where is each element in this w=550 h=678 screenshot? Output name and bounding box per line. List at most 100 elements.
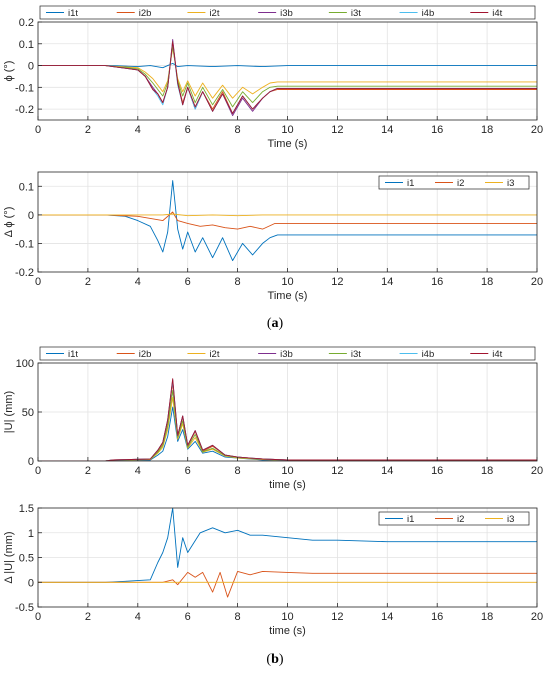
legend-item-i2b: i2b <box>116 8 152 19</box>
legend-item-i3b: i3b <box>258 349 293 360</box>
y-tick-label: 0 <box>28 456 34 468</box>
chart-2: 0 2 4 6 8 10 12 14 16 18 20 -0.2 -0.1 0 0.1 Time (s) Δ ϕ… <box>3 171 543 302</box>
series-line-i2t <box>38 47 537 99</box>
x-tick-label: 16 <box>431 611 443 623</box>
legend-label: i3 <box>507 514 514 525</box>
legend-item-i3t: i3t <box>328 349 361 360</box>
y-tick-label: 0 <box>28 61 34 73</box>
x-tick-label: 18 <box>481 611 493 623</box>
legend-label: i2 <box>457 178 464 189</box>
series-line-i3 <box>38 213 537 217</box>
legend-item-i1: i1 <box>385 514 414 525</box>
legend-label: i2b <box>139 8 152 19</box>
legend-label: i4b <box>422 349 435 360</box>
series-line-i4t <box>38 41 537 114</box>
x-tick-label: 10 <box>281 465 293 477</box>
x-tick-label: 4 <box>135 276 141 288</box>
x-tick-label: 10 <box>281 276 293 288</box>
legend-label: i1 <box>407 514 414 525</box>
x-tick-label: 10 <box>281 124 293 136</box>
y-tick-label: 0 <box>28 210 34 222</box>
x-tick-label: 20 <box>531 465 543 477</box>
series-line-i2 <box>38 211 537 230</box>
y-axis-label: ϕ (°) <box>3 61 15 82</box>
legend-label: i1 <box>407 178 414 189</box>
legend-label: i2t <box>209 8 219 19</box>
legend-label: i2b <box>139 349 152 360</box>
y-axis-label: Δ |U| (mm) <box>3 531 15 583</box>
x-tick-label: 8 <box>235 465 241 477</box>
y-tick-label: 0.2 <box>19 17 34 29</box>
x-tick-label: 8 <box>235 124 241 136</box>
legend-label: i4t <box>492 8 502 19</box>
x-tick-label: 12 <box>331 124 343 136</box>
legend-item-i2t: i2t <box>187 8 220 19</box>
x-tick-label: 0 <box>35 465 41 477</box>
series-line-i1 <box>38 508 537 583</box>
x-tick-label: 8 <box>235 611 241 623</box>
series-line-i1 <box>38 180 537 262</box>
caption-b: (b) <box>266 652 284 667</box>
x-axis-label: time (s) <box>269 479 306 491</box>
legend-item-i4t: i4t <box>470 8 503 19</box>
x-tick-label: 2 <box>85 611 91 623</box>
y-tick-label: 50 <box>22 407 34 419</box>
legend-item-i4b: i4b <box>399 349 435 360</box>
caption-a: (a) <box>266 316 284 331</box>
y-tick-label: 0.1 <box>19 39 34 51</box>
x-tick-label: 4 <box>135 465 141 477</box>
legend-item-i2: i2 <box>435 178 464 189</box>
legend-item-i4b: i4b <box>399 8 435 19</box>
y-tick-label: -0.5 <box>15 602 34 614</box>
y-tick-label: 0.1 <box>19 181 34 193</box>
legend-item-i3: i3 <box>485 178 514 189</box>
legend-label: i2 <box>457 514 464 525</box>
x-tick-label: 12 <box>331 611 343 623</box>
y-tick-label: 1.5 <box>19 503 34 515</box>
legend-label: i3t <box>351 349 361 360</box>
chart-1: 0 2 4 6 8 10 12 14 16 18 20 -0.2 -0.1 0 0.1 0.2 Time (s)… <box>3 5 543 150</box>
y-tick-label: 100 <box>16 358 34 370</box>
series-group <box>38 180 537 262</box>
y-tick-label: 0 <box>28 577 34 589</box>
x-axis-label: Time (s) <box>268 138 308 150</box>
legend-item-i3b: i3b <box>258 8 293 19</box>
legend-label: i3b <box>280 8 293 19</box>
x-tick-label: 16 <box>431 124 443 136</box>
x-tick-label: 14 <box>381 611 393 623</box>
legend-box <box>39 346 536 361</box>
x-tick-label: 4 <box>135 611 141 623</box>
legend-item-i2b: i2b <box>116 349 152 360</box>
x-tick-label: 16 <box>431 465 443 477</box>
x-tick-label: 0 <box>35 276 41 288</box>
x-tick-label: 6 <box>185 276 191 288</box>
legend-item-i4t: i4t <box>470 349 503 360</box>
series-group <box>38 508 537 598</box>
y-tick-label: 1 <box>28 528 34 540</box>
x-tick-label: 18 <box>481 465 493 477</box>
legend: i1t i2b i2t i3b i3t i4b i4t <box>39 346 536 361</box>
x-tick-label: 10 <box>281 611 293 623</box>
x-tick-label: 14 <box>381 276 393 288</box>
series-line-i3t <box>38 45 537 108</box>
legend-label: i4b <box>422 8 435 19</box>
x-tick-label: 18 <box>481 276 493 288</box>
legend-item-i3: i3 <box>485 514 514 525</box>
x-tick-label: 20 <box>531 124 543 136</box>
legend-box <box>378 175 530 190</box>
y-tick-label: -0.1 <box>15 238 34 250</box>
x-tick-label: 14 <box>381 465 393 477</box>
legend-label: i3b <box>280 349 293 360</box>
legend: i1 i2 i3 <box>378 175 530 190</box>
legend-item-i1t: i1t <box>46 8 78 19</box>
x-tick-label: 20 <box>531 611 543 623</box>
x-tick-label: 14 <box>381 124 393 136</box>
legend-box <box>378 511 530 526</box>
legend-label: i2t <box>209 349 219 360</box>
x-tick-label: 2 <box>85 465 91 477</box>
y-tick-label: -0.2 <box>15 267 34 279</box>
legend: i1t i2b i2t i3b i3t i4b i4t <box>39 5 536 20</box>
y-tick-label: -0.2 <box>15 104 34 116</box>
